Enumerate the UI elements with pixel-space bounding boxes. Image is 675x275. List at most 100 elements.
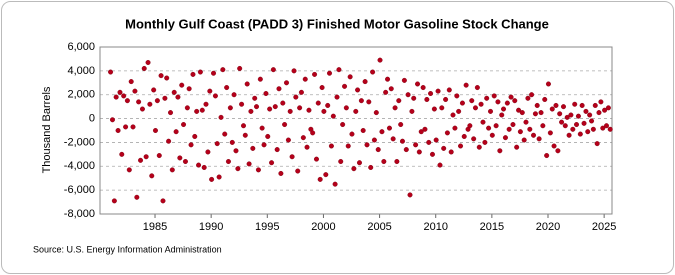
point (519, 110, 525, 116)
point (446, 87, 452, 93)
point (594, 141, 600, 147)
point (486, 125, 492, 131)
point (108, 69, 114, 75)
point (162, 95, 168, 101)
point (130, 124, 136, 130)
point (559, 119, 565, 125)
point (356, 160, 362, 166)
x-tick-label: 2005 (367, 221, 391, 233)
point (502, 135, 508, 141)
point (596, 110, 602, 116)
point (351, 166, 357, 172)
point (478, 101, 484, 107)
point (274, 147, 280, 153)
point (538, 110, 544, 116)
point (390, 136, 396, 142)
x-tick-label: 1990 (199, 221, 223, 233)
point (540, 123, 546, 129)
point (196, 162, 202, 168)
point (560, 104, 566, 110)
point (482, 139, 488, 145)
point (298, 89, 304, 95)
point (602, 107, 608, 113)
point (175, 94, 181, 100)
point (415, 81, 421, 87)
point (164, 75, 170, 81)
point (592, 102, 598, 108)
point (128, 79, 134, 85)
point (607, 126, 613, 132)
point (257, 76, 263, 82)
point (585, 129, 591, 135)
point (158, 73, 164, 79)
point (444, 130, 450, 136)
point (360, 127, 366, 133)
point (467, 123, 473, 129)
point (469, 98, 475, 104)
y-tick-label: -8,000 (64, 208, 95, 220)
point (491, 93, 497, 99)
point (431, 106, 437, 112)
point (489, 132, 495, 138)
point (568, 112, 574, 118)
point (220, 67, 226, 73)
y-tick-label: -2,000 (64, 136, 95, 148)
point (297, 105, 303, 111)
point (426, 139, 432, 145)
point (121, 93, 127, 99)
point (216, 174, 222, 180)
point (375, 147, 381, 153)
point (190, 71, 196, 77)
point (248, 108, 254, 114)
point (409, 108, 415, 114)
point (340, 122, 346, 128)
point (493, 123, 499, 129)
point (377, 57, 383, 63)
point (396, 98, 402, 104)
point (134, 194, 140, 200)
point (239, 101, 245, 107)
point (581, 120, 587, 126)
point (422, 126, 428, 132)
point (392, 105, 398, 111)
x-tick-label: 2025 (592, 221, 616, 233)
point (233, 148, 239, 154)
point (205, 149, 211, 155)
point (313, 156, 319, 162)
point (244, 81, 250, 87)
point (499, 112, 505, 118)
point (570, 126, 576, 132)
point (306, 107, 312, 113)
point (323, 172, 329, 178)
point (603, 123, 609, 129)
point (443, 96, 449, 102)
point (201, 164, 207, 170)
point (385, 76, 391, 82)
point (231, 92, 237, 98)
point (459, 100, 465, 106)
point (179, 82, 185, 88)
point (315, 100, 321, 106)
point (441, 145, 447, 151)
point (362, 79, 368, 85)
point (263, 91, 269, 97)
point (514, 144, 520, 150)
point (212, 93, 218, 99)
point (250, 145, 256, 151)
point (291, 68, 297, 74)
point (342, 83, 348, 89)
point (338, 159, 344, 165)
point (147, 101, 153, 107)
point (225, 159, 231, 165)
point (254, 104, 260, 110)
point (411, 95, 417, 101)
point (549, 106, 555, 112)
point (371, 137, 377, 143)
point (117, 89, 123, 95)
point (285, 137, 291, 143)
x-tick-label: 2010 (423, 221, 447, 233)
point (504, 100, 510, 106)
point (439, 105, 445, 111)
point (160, 198, 166, 204)
y-tick-label: -4,000 (64, 160, 95, 172)
